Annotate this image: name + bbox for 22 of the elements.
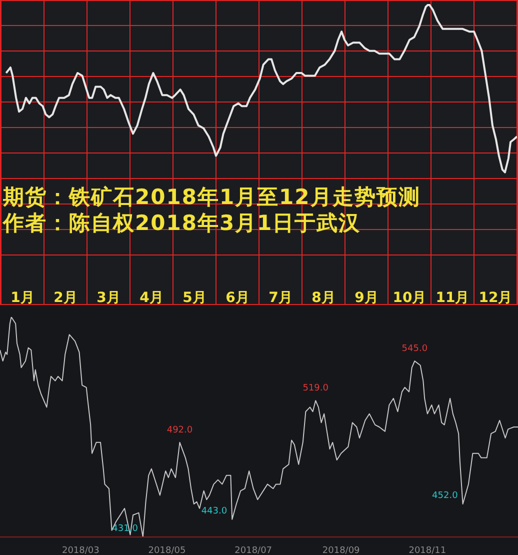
x-tick-label: 9月 — [354, 290, 378, 306]
annotation: 452.0 — [432, 491, 458, 501]
annotation: 443.0 — [201, 506, 228, 516]
x-tick-label: 6月 — [226, 290, 250, 306]
x-tick-label: 10月 — [392, 290, 426, 306]
x-tick-label: 3月 — [96, 290, 120, 306]
x-tick-label: 2018/03 — [62, 546, 100, 555]
annotation: 545.0 — [402, 344, 428, 354]
x-tick-label: 1月 — [10, 290, 34, 306]
x-tick-label: 5月 — [182, 290, 206, 306]
annotation: 492.0 — [166, 425, 193, 436]
x-tick-label: 2月 — [54, 290, 78, 306]
x-tick-label: 4月 — [140, 290, 164, 306]
x-tick-label: 2018/11 — [408, 546, 446, 555]
x-tick-label: 11月 — [436, 290, 470, 306]
x-tick-label: 2018/09 — [322, 546, 360, 555]
x-tick-label: 12月 — [478, 290, 512, 306]
annotation: 519.0 — [302, 384, 329, 394]
x-tick-label: 2018/07 — [234, 546, 272, 555]
x-tick-label: 2018/05 — [148, 546, 186, 555]
x-tick-label: 7月 — [268, 290, 292, 306]
x-tick-label: 8月 — [312, 290, 336, 306]
